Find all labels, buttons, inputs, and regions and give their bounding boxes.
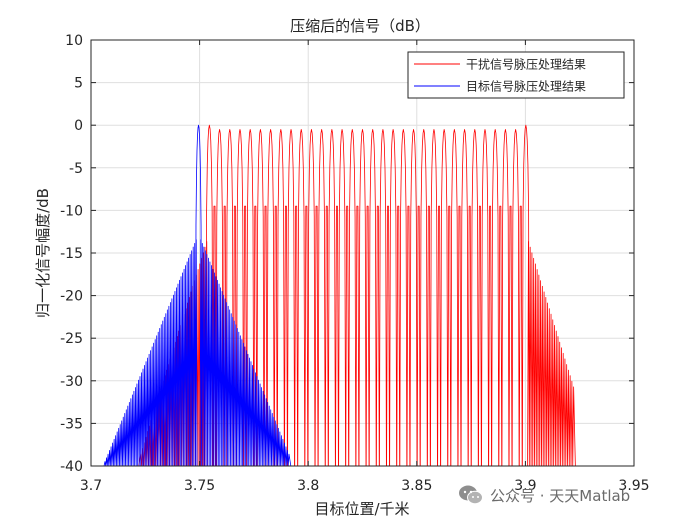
axes-box: [90, 39, 635, 467]
tick-labels: 3.7 3.75 3.8 3.85 3.9 3.95 10 5 0 -5 -10 -15 -20 -25 -…: [60, 33, 649, 494]
legend: 干扰信号脉压处理结果 目标信号脉压处理结果: [407, 51, 625, 99]
watermark: 公众号 · 天天Matlab: [458, 482, 630, 508]
y-tick-label: -15: [60, 246, 83, 262]
legend-label-jamming: 干扰信号脉压处理结果: [466, 57, 586, 72]
y-tick-label: -25: [60, 331, 83, 347]
series-line-target: [103, 124, 292, 467]
x-tick-label: 3.75: [184, 478, 215, 494]
x-tick-label: 3.85: [401, 478, 432, 494]
series-layer: [103, 124, 576, 467]
y-tick-label: -35: [60, 416, 83, 432]
y-tick-label: 5: [74, 76, 83, 92]
y-tick-label: -20: [60, 289, 83, 305]
x-axis-title: 目标位置/千米: [314, 500, 409, 518]
y-axis-title: 归一化信号幅度/dB: [34, 188, 52, 318]
legend-box: [407, 51, 625, 99]
y-tick-label: 10: [65, 33, 83, 49]
x-tick-label: 3.95: [618, 478, 649, 494]
y-tick-label: -5: [69, 161, 83, 177]
x-tick-label: 3.9: [514, 478, 536, 494]
y-tick-label: -10: [60, 203, 83, 219]
legend-label-target: 目标信号脉压处理结果: [466, 79, 586, 94]
x-tick-label: 3.7: [80, 478, 102, 494]
y-tick-label: -30: [60, 374, 83, 390]
watermark-text: 公众号 · 天天Matlab: [490, 486, 631, 505]
wechat-icon: [459, 485, 483, 505]
x-tick-label: 3.8: [297, 478, 319, 494]
series-line-jamming: [138, 124, 576, 467]
y-tick-label: -40: [60, 459, 83, 475]
chart-title: 压缩后的信号（dB）: [290, 17, 430, 35]
y-tick-label: 0: [74, 118, 83, 134]
